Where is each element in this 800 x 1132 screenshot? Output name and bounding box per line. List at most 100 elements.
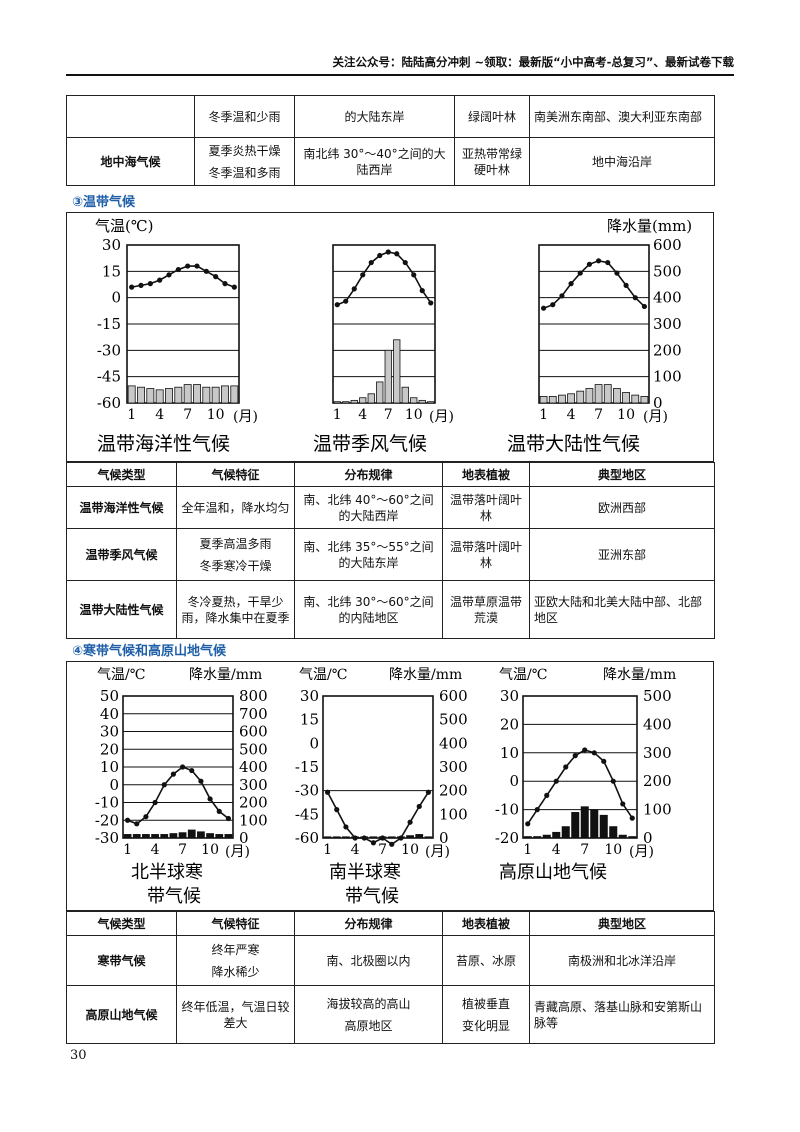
- precip-bar: [367, 393, 375, 404]
- temp-tick-label: 30: [500, 687, 519, 705]
- month-tick-label: 10: [207, 407, 225, 423]
- chart-caption-south-cold-2: 带气候: [345, 886, 399, 907]
- month-tick-label: 1: [123, 842, 132, 858]
- temp-point: [175, 266, 181, 273]
- precip-bar: [622, 392, 630, 404]
- precip-bar: [169, 833, 178, 839]
- month-tick-label: 10: [201, 842, 219, 858]
- chart-caption-oceanic: 温带海洋性气候: [97, 433, 230, 455]
- month-tick-label: 7: [384, 407, 393, 423]
- temp-tick-label: 30: [100, 723, 119, 741]
- temp-point: [568, 281, 574, 287]
- temp-point: [525, 821, 531, 827]
- table-header-row: 气候类型 气候特征 分布规律 地表植被 典型地区: [66, 462, 715, 487]
- precip-bar: [342, 401, 350, 404]
- temp-point: [166, 272, 172, 278]
- temp-point: [124, 817, 131, 823]
- precip-bar: [183, 384, 192, 404]
- temp-point: [185, 263, 191, 269]
- precip-axis-title: 降水量(mm): [607, 217, 692, 235]
- precip-bar: [132, 834, 141, 839]
- precip-bar: [123, 834, 132, 839]
- table-row: 温带海洋性气候 全年温和，降水均匀 南、北纬 40°～60°之间的大陆西岸 温带…: [66, 486, 715, 529]
- temp-tick-label: 30: [102, 236, 121, 254]
- precip-tick-label: 600: [439, 687, 468, 705]
- precip-bar: [387, 836, 396, 839]
- subtropical-table: 冬季温和少雨 的大陆东岸 绿阔叶林 南美洲东南部、澳大利亚东南部 地中海气候 夏…: [66, 95, 715, 186]
- temp-point: [591, 750, 597, 756]
- temp-point: [601, 758, 607, 764]
- precip-bar: [369, 836, 378, 839]
- temp-point: [572, 753, 578, 759]
- chart-panel: 1 4 7 10 (月): [332, 244, 454, 425]
- precip-bar: [215, 834, 224, 839]
- temp-tick-label: -15: [295, 758, 319, 776]
- temp-line: [336, 251, 432, 306]
- temp-point: [343, 298, 349, 304]
- temp-point: [216, 808, 222, 814]
- temp-point: [189, 767, 195, 774]
- temp-point: [425, 789, 432, 795]
- temp-line: [131, 265, 235, 288]
- temp-point: [343, 824, 349, 830]
- temp-point: [225, 815, 232, 822]
- precip-bar: [424, 836, 433, 839]
- precip-bar: [221, 385, 229, 404]
- precip-bar: [548, 396, 557, 404]
- precip-bar: [552, 831, 561, 839]
- chart-caption-highland: 高原山地气候: [499, 862, 607, 883]
- temp-tick-label: -30: [97, 341, 121, 359]
- temp-point: [614, 270, 620, 276]
- temp-tick-label: 30: [300, 687, 319, 705]
- temp-point: [586, 261, 593, 267]
- table-header-row: 气候类型 气候特征 分布规律 地表植被 典型地区: [66, 911, 715, 936]
- precip-bar: [376, 381, 384, 404]
- precip-bar: [558, 394, 566, 404]
- temp-tick-label: 20: [100, 740, 119, 758]
- cold-climate-figure: 气温/℃ 降水量/mm 气温/℃ 降水量/mm 气温/℃ 降水量/mm 50 40…: [66, 661, 714, 911]
- precip-tick-label: 0: [653, 394, 663, 412]
- precip-tick-label: 300: [643, 744, 672, 762]
- temp-point: [398, 835, 404, 841]
- temp-point: [629, 815, 635, 821]
- precip-bar: [594, 384, 603, 404]
- temp-point: [370, 840, 377, 846]
- precip-bar: [193, 384, 201, 404]
- chart-caption-monsoon: 温带季风气候: [313, 433, 427, 455]
- temperate-table: 气候类型 气候特征 分布规律 地表植被 典型地区 温带海洋性气候 全年温和，降水…: [66, 462, 715, 639]
- precip-bar: [187, 829, 196, 839]
- precip-bar: [418, 399, 426, 404]
- month-tick-label: 4: [351, 842, 360, 858]
- precip-tick-label: 0: [239, 829, 249, 847]
- precip-bar: [146, 388, 155, 404]
- section-title-cold: ④寒带气候和高原山地气候: [72, 644, 227, 659]
- temp-tick-label: 10: [100, 758, 119, 776]
- month-tick-label: 7: [378, 842, 387, 858]
- table-row: 温带季风气候 夏季高温多雨 冬季寒冷干燥 南、北纬 35°～55°之间的大陆东岸 …: [66, 528, 715, 581]
- temp-point: [351, 286, 357, 292]
- precip-bar: [603, 384, 612, 404]
- precip-bar: [542, 834, 551, 839]
- month-unit-label: (月): [225, 844, 250, 860]
- precip-tick-label: 500: [239, 740, 268, 758]
- temp-point: [161, 782, 167, 788]
- precip-bar: [127, 385, 136, 404]
- precip-tick-label: 100: [239, 811, 268, 829]
- chart-panel: 50403020100-10-20-3080070060050040030020…: [95, 687, 268, 860]
- precip-tick-label: 200: [643, 772, 672, 790]
- month-unit-label: (月): [629, 844, 654, 860]
- precip-bar: [640, 396, 649, 404]
- precip-tick-label: 200: [439, 782, 468, 800]
- precip-bar: [174, 386, 183, 404]
- month-tick-label: 10: [405, 407, 423, 423]
- temp-tick-label: -30: [295, 782, 319, 800]
- temp-point: [334, 807, 340, 813]
- table-row: 温带大陆性气候 冬冷夏热，干旱少雨，降水集中在夏季 南、北纬 30°～60°之间…: [66, 580, 715, 639]
- month-tick-label: 10: [617, 407, 635, 423]
- temp-point: [534, 807, 540, 813]
- temp-point: [377, 252, 383, 259]
- temp-point: [152, 799, 158, 806]
- temp-axis-title: 气温/℃: [97, 667, 145, 683]
- precip-bar: [609, 826, 618, 839]
